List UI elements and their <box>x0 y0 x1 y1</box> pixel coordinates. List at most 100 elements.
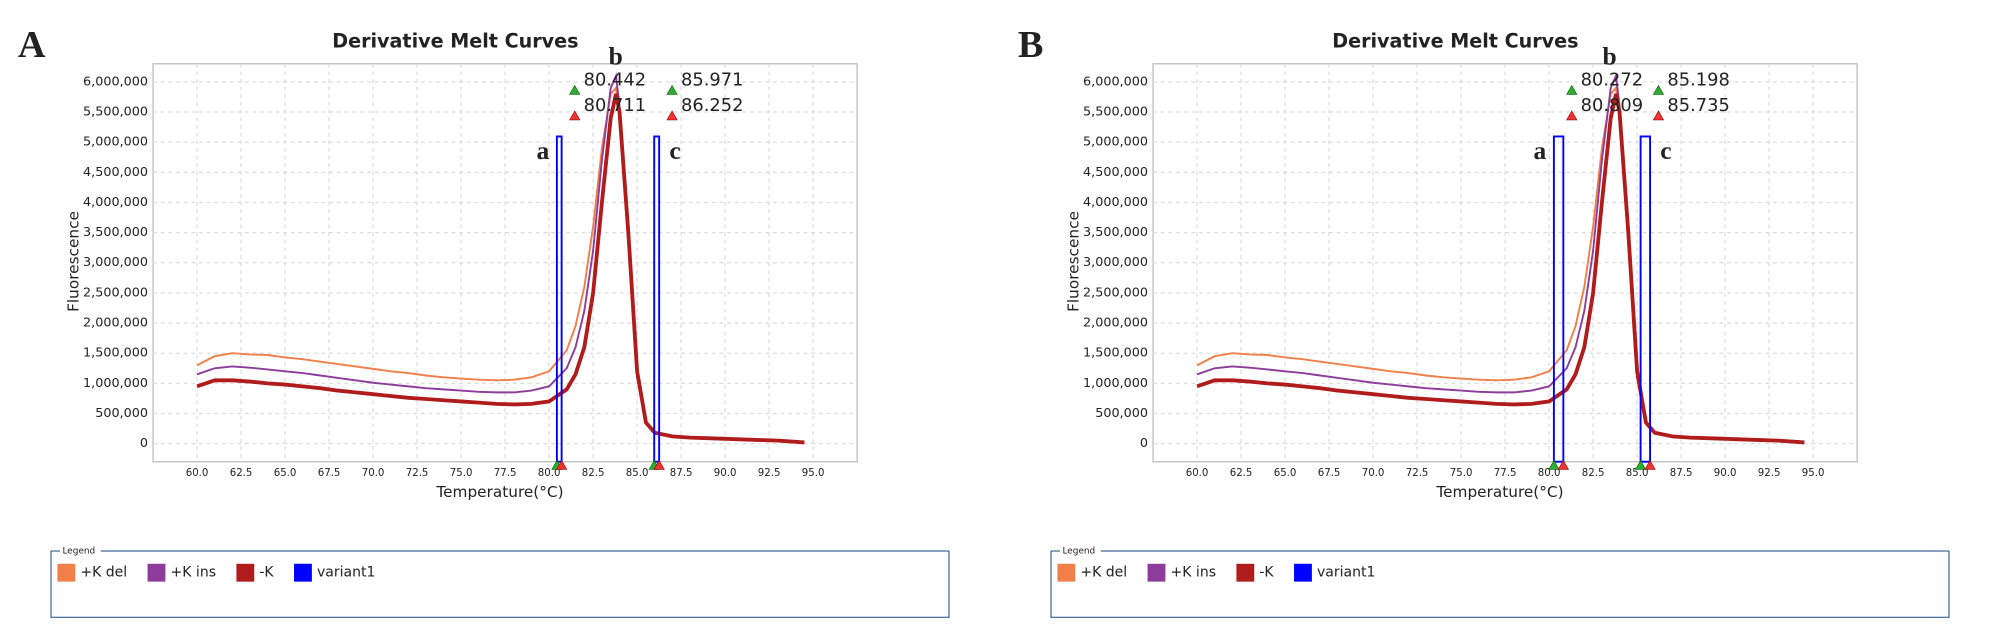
end-marker <box>666 110 678 121</box>
legend-title-bg <box>1059 544 1101 558</box>
x-tick-label: 82.5 <box>1582 468 1605 479</box>
y-tick-label: 5,000,000 <box>83 135 148 150</box>
legend-swatch <box>236 563 255 582</box>
y-tick-label: 2,000,000 <box>1083 316 1148 331</box>
region-box <box>653 135 661 463</box>
region-start-label: 85.971 <box>681 69 743 90</box>
chart-title: Derivative Melt Curves <box>1332 30 1578 53</box>
region-letter: c <box>1660 136 1671 165</box>
panel-label: B <box>1018 24 1044 66</box>
x-tick-label: 72.5 <box>1406 468 1429 479</box>
y-tick-label: 3,000,000 <box>83 255 148 270</box>
legend-swatch <box>1294 563 1312 582</box>
legend-label: variant1 <box>317 565 375 581</box>
start-marker <box>666 84 678 95</box>
x-tick-label: 95.0 <box>802 468 825 479</box>
x-tick-label: 67.5 <box>1318 468 1341 479</box>
x-tick-label: 75.0 <box>1450 468 1473 479</box>
legend-swatch <box>1147 563 1166 582</box>
y-tick-label: 5,500,000 <box>1083 105 1148 120</box>
y-tick-label: 1,000,000 <box>83 376 148 391</box>
y-tick-label: 4,000,000 <box>83 195 148 210</box>
region-end-label: 85.735 <box>1667 95 1729 116</box>
legend-box <box>50 550 950 618</box>
x-tick-label: 75.0 <box>450 468 473 479</box>
region-box <box>555 135 563 463</box>
y-tick-label: 2,500,000 <box>1083 285 1148 300</box>
y-tick-label: 1,000,000 <box>1083 376 1148 391</box>
y-tick-label: 4,000,000 <box>1083 195 1148 210</box>
y-tick-label: 3,500,000 <box>83 225 148 240</box>
region-start-label: 80.272 <box>1581 69 1643 90</box>
end-marker <box>653 459 665 470</box>
y-tick-label: 1,500,000 <box>83 346 148 361</box>
end-marker <box>555 459 568 470</box>
peak-letter: b <box>1603 42 1617 71</box>
y-tick-label: 6,000,000 <box>1083 74 1148 89</box>
legend-box <box>1050 550 1950 618</box>
legend-swatch <box>1057 563 1076 582</box>
legend-label: +K del <box>1080 565 1127 581</box>
x-tick-label: 85.0 <box>626 468 649 479</box>
x-tick-label: 72.5 <box>406 468 429 479</box>
region-box <box>1639 135 1652 463</box>
y-tick-label: 500,000 <box>95 406 148 421</box>
end-marker <box>569 110 581 121</box>
x-tick-label: 60.0 <box>186 468 209 479</box>
region-letter: a <box>536 136 549 165</box>
start-marker <box>1634 459 1647 470</box>
x-tick-label: 62.5 <box>1230 468 1253 479</box>
y-axis-label: Fluorescence <box>1064 211 1082 312</box>
legend-label: -K <box>1259 565 1274 581</box>
y-tick-label: 3,000,000 <box>1083 255 1148 270</box>
region-end-label: 80.711 <box>584 95 646 116</box>
x-tick-label: 60.0 <box>1186 468 1209 479</box>
region-letter: c <box>669 136 680 165</box>
x-tick-label: 70.0 <box>1362 468 1385 479</box>
legend-title-bg <box>59 544 101 558</box>
x-tick-label: 85.0 <box>1626 468 1649 479</box>
region-box <box>1552 135 1565 463</box>
y-tick-label: 6,000,000 <box>83 74 148 89</box>
x-tick-label: 67.5 <box>318 468 341 479</box>
melt-curve <box>196 93 805 445</box>
y-tick-label: 2,500,000 <box>83 285 148 300</box>
region-end-label: 86.252 <box>681 95 743 116</box>
legend-swatch <box>147 563 166 582</box>
legend-title: Legend <box>1063 547 1096 557</box>
y-tick-label: 500,000 <box>1095 406 1148 421</box>
x-tick-label: 80.0 <box>1538 468 1561 479</box>
x-tick-label: 87.5 <box>670 468 693 479</box>
region-start-label: 80.442 <box>584 69 646 90</box>
y-tick-label: 2,000,000 <box>83 316 148 331</box>
x-tick-label: 65.0 <box>274 468 297 479</box>
legend-label: variant1 <box>1317 565 1375 581</box>
legend-title: Legend <box>63 547 96 557</box>
end-marker <box>1557 459 1569 470</box>
x-tick-label: 95.0 <box>1802 468 1825 479</box>
legend-label: -K <box>259 565 274 581</box>
x-tick-label: 65.0 <box>1274 468 1297 479</box>
x-tick-label: 62.5 <box>230 468 253 479</box>
legend-label: +K del <box>80 565 127 581</box>
y-tick-label: 0 <box>140 436 148 451</box>
start-marker <box>569 84 581 95</box>
legend-label: +K ins <box>1171 565 1216 581</box>
y-axis-label: Fluorescence <box>64 211 82 312</box>
region-letter: a <box>1533 136 1546 165</box>
x-axis-label: Temperature(°C) <box>1435 483 1563 501</box>
y-tick-label: 1,500,000 <box>1083 346 1148 361</box>
x-tick-label: 80.0 <box>538 468 561 479</box>
x-tick-label: 92.5 <box>758 468 781 479</box>
chart-title: Derivative Melt Curves <box>332 30 578 53</box>
legend-swatch <box>294 563 312 582</box>
region-end-label: 80.809 <box>1581 95 1643 116</box>
start-marker <box>1652 84 1665 95</box>
y-tick-label: 5,000,000 <box>1083 135 1148 150</box>
x-tick-label: 90.0 <box>714 468 737 479</box>
start-marker <box>1548 459 1560 470</box>
y-tick-label: 3,500,000 <box>1083 225 1148 240</box>
x-tick-label: 82.5 <box>582 468 605 479</box>
